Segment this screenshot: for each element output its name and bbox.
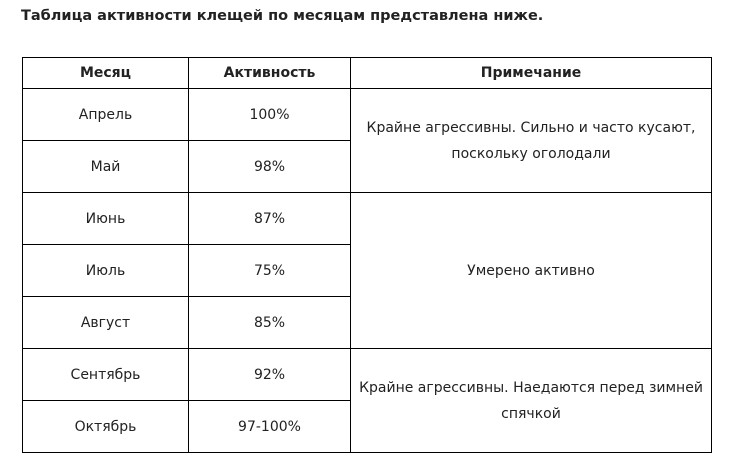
page-heading: Таблица активности клещей по месяцам пре… bbox=[21, 8, 544, 24]
cell-activity: 97-100% bbox=[188, 400, 351, 453]
table-row: Июль 75% bbox=[22, 244, 712, 297]
cell-activity: 92% bbox=[188, 348, 351, 401]
cell-activity: 87% bbox=[188, 192, 351, 245]
header-month: Месяц bbox=[22, 57, 189, 89]
cell-month: Апрель bbox=[22, 88, 189, 141]
cell-note-autumn: Крайне агрессивны. Наедаются перед зимне… bbox=[350, 348, 712, 453]
table-row: Июнь 87% Умерено активно bbox=[22, 192, 712, 349]
table-row: Май 98% bbox=[22, 140, 712, 193]
cell-note-summer: Умерено активно bbox=[350, 192, 712, 349]
cell-month: Сентябрь bbox=[22, 348, 189, 401]
cell-month: Май bbox=[22, 140, 189, 193]
cell-month: Август bbox=[22, 296, 189, 349]
table-header-row: Месяц Активность Примечание bbox=[22, 57, 712, 89]
cell-activity: 85% bbox=[188, 296, 351, 349]
cell-activity: 98% bbox=[188, 140, 351, 193]
tick-activity-table: Месяц Активность Примечание Апрель 100% … bbox=[22, 57, 712, 453]
table-row: Сентябрь 92% Крайне агрессивны. Наедаютс… bbox=[22, 348, 712, 453]
cell-activity: 75% bbox=[188, 244, 351, 297]
table-row: Октябрь 97-100% bbox=[22, 400, 712, 453]
cell-month: Июнь bbox=[22, 192, 189, 245]
table-row: Август 85% bbox=[22, 296, 712, 349]
header-note: Примечание bbox=[350, 57, 712, 89]
cell-month: Октябрь bbox=[22, 400, 189, 453]
cell-month: Июль bbox=[22, 244, 189, 297]
cell-activity: 100% bbox=[188, 88, 351, 141]
table-row: Апрель 100% Крайне агрессивны. Сильно и … bbox=[22, 88, 712, 193]
header-activity: Активность bbox=[188, 57, 351, 89]
cell-note-spring: Крайне агрессивны. Сильно и часто кусают… bbox=[350, 88, 712, 193]
